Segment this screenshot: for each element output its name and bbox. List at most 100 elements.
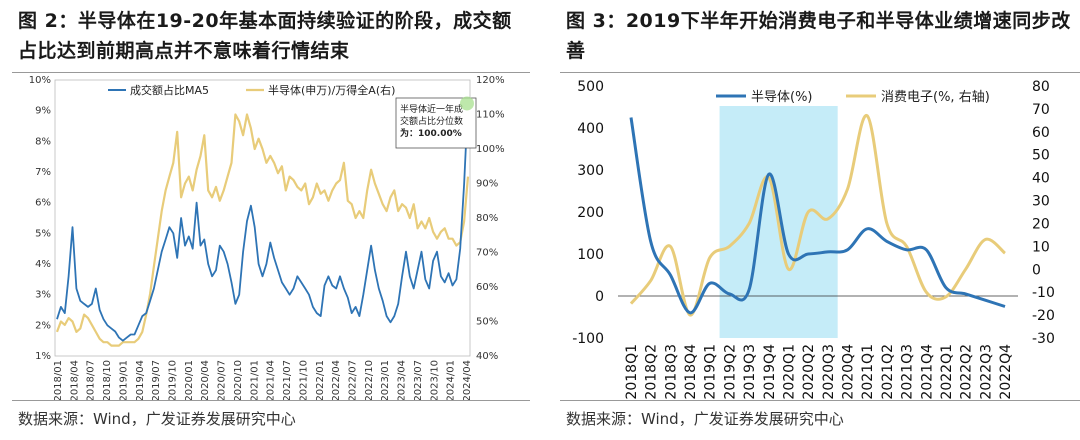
y-right-tick-label: 30	[1032, 194, 1050, 210]
x-tick-label: 2021/01	[249, 360, 260, 402]
x-category-label: 2022Q1	[939, 344, 955, 400]
y-left-tick-label: 5%	[35, 228, 51, 239]
x-category-label: 2019Q2	[722, 344, 738, 400]
x-tick-label: 2019/01	[118, 360, 129, 402]
y-right-tick-label: 80	[1032, 79, 1050, 95]
y-left-tick-label: 400	[577, 121, 604, 137]
y-left-tick-label: 3%	[35, 290, 51, 301]
x-tick-label: 2020/07	[217, 360, 228, 402]
y-right-tick-label: 100%	[476, 144, 505, 155]
highlight-marker	[460, 96, 474, 111]
x-tick-label: 2021/10	[298, 360, 309, 402]
y-right-tick-label: 50	[1032, 148, 1050, 164]
x-category-label: 2019Q3	[742, 344, 758, 400]
x-category-label: 2021Q3	[900, 344, 916, 400]
x-category-label: 2022Q3	[978, 344, 994, 400]
y-left-tick-label: -100	[572, 331, 604, 347]
x-category-label: 2021Q4	[919, 344, 935, 400]
x-tick-label: 2023/04	[397, 360, 408, 402]
y-right-tick-label: 60	[1032, 125, 1050, 141]
x-tick-label: 2024/01	[446, 360, 457, 402]
y-left-tick-label: 0	[595, 289, 604, 305]
y-left-tick-label: 10%	[29, 75, 51, 86]
x-tick-label: 2022/04	[331, 360, 342, 402]
x-category-label: 2019Q1	[703, 344, 719, 400]
x-tick-label: 2024/04	[462, 360, 473, 402]
left-source-rule	[12, 400, 530, 401]
x-tick-label: 2018/10	[102, 360, 113, 402]
right-title-rule	[560, 72, 1080, 73]
right-chart-panel: 图 3：2019下半年开始消费电子和半导体业绩增速同步改善 -100 0 100 20…	[548, 0, 1080, 440]
left-title-rule	[12, 72, 530, 73]
annotation-line: 半导体近一年成	[400, 103, 463, 115]
right-chart-title: 图 3：2019下半年开始消费电子和半导体业绩增速同步改善	[566, 10, 1071, 62]
x-tick-label: 2018/04	[69, 360, 80, 402]
legend-label-gold: 半导体(申万)/万得全A(右)	[268, 83, 395, 97]
y-left-tick-label: 6%	[35, 198, 51, 209]
left-chart-title: 图 2：半导体在19-20年基本面持续验证的阶段，成交额占比达到前期高点并不意味…	[18, 10, 512, 62]
y-left-tick-label: 9%	[35, 106, 51, 117]
y-right-tick-label: 50%	[476, 317, 498, 328]
x-category-label: 2022Q2	[959, 344, 975, 400]
x-tick-label: 2022/01	[315, 360, 326, 402]
annotation-line: 交额占比分位数	[400, 115, 463, 127]
left-chart-svg: 1% 2% 3% 4% 5% 6% 7% 8% 9% 10% 40% 50% 60% 70% 80% 90% 1…	[29, 75, 505, 402]
y-right-tick-label: -20	[1032, 308, 1055, 324]
y-right-tick-label: 10	[1032, 239, 1050, 255]
x-category-label: 2020Q1	[781, 344, 797, 400]
y-right-tick-label: 40	[1032, 171, 1050, 187]
x-category-label: 2019Q4	[762, 344, 778, 400]
x-tick-label: 2023/10	[429, 360, 440, 402]
y-left-tick-label: 2%	[35, 320, 51, 331]
x-tick-label: 2020/01	[184, 360, 195, 402]
x-category-label: 2020Q4	[841, 344, 857, 400]
y-left-tick-label: 1%	[35, 351, 51, 362]
y-right-tick-label: 70%	[476, 248, 498, 259]
x-tick-label: 2018/07	[86, 360, 97, 402]
series-line-semiconductor	[629, 117, 1006, 315]
x-tick-label: 2020/04	[200, 360, 211, 402]
y-left-tick-label: 7%	[35, 167, 51, 178]
y-right-tick-label: 60%	[476, 282, 498, 293]
x-tick-label: 2018/01	[53, 360, 64, 402]
y-right-tick-label: 90%	[476, 179, 498, 190]
left-chart-panel: 图 2：半导体在19-20年基本面持续验证的阶段，成交额占比达到前期高点并不意味…	[0, 0, 530, 440]
series-line-blue	[56, 101, 469, 342]
annotation-line: 为：100.00%	[400, 127, 462, 139]
y-left-tick-label: 300	[577, 163, 604, 179]
x-category-label: 2018Q2	[644, 344, 660, 400]
x-category-label: 2020Q3	[821, 344, 837, 400]
y-right-tick-label: 40%	[476, 351, 498, 362]
legend-label-blue: 成交额占比MA5	[130, 83, 209, 97]
x-tick-label: 2019/04	[135, 360, 146, 402]
y-left-tick-label: 100	[577, 247, 604, 263]
x-category-label: 2018Q4	[683, 344, 699, 400]
y-right-tick-label: -30	[1032, 331, 1055, 347]
y-left-tick-label: 200	[577, 205, 604, 221]
x-category-label: 2022Q4	[998, 344, 1014, 400]
x-tick-label: 2019/07	[151, 360, 162, 402]
y-left-tick-label: 500	[577, 79, 604, 95]
legend-label-semiconductor: 半导体(%)	[751, 90, 813, 105]
x-tick-label: 2023/01	[380, 360, 391, 402]
plot-frame	[54, 79, 471, 357]
y-right-tick-label: 120%	[476, 75, 505, 86]
x-tick-label: 2022/10	[364, 360, 375, 402]
x-tick-label: 2020/10	[233, 360, 244, 402]
x-category-label: 2021Q1	[860, 344, 876, 400]
y-left-tick-label: 4%	[35, 259, 51, 270]
y-right-tick-label: 70	[1032, 102, 1050, 118]
right-chart-svg: -1000100200300400500-30-20-1001020304050…	[572, 79, 1055, 400]
x-category-label: 2018Q3	[663, 344, 679, 400]
left-chart-source: 数据来源：Wind，广发证券发展研究中心	[18, 410, 296, 428]
x-category-label: 2021Q2	[880, 344, 896, 400]
y-right-tick-label: 110%	[476, 110, 505, 121]
y-right-tick-label: 0	[1032, 262, 1041, 278]
x-tick-label: 2023/07	[413, 360, 424, 402]
right-source-rule	[560, 400, 1080, 401]
y-right-tick-label: -10	[1032, 285, 1055, 301]
x-category-label: 2020Q2	[801, 344, 817, 400]
x-tick-label: 2022/07	[347, 360, 358, 402]
x-category-label: 2018Q1	[624, 344, 640, 400]
y-right-tick-label: 20	[1032, 216, 1050, 232]
